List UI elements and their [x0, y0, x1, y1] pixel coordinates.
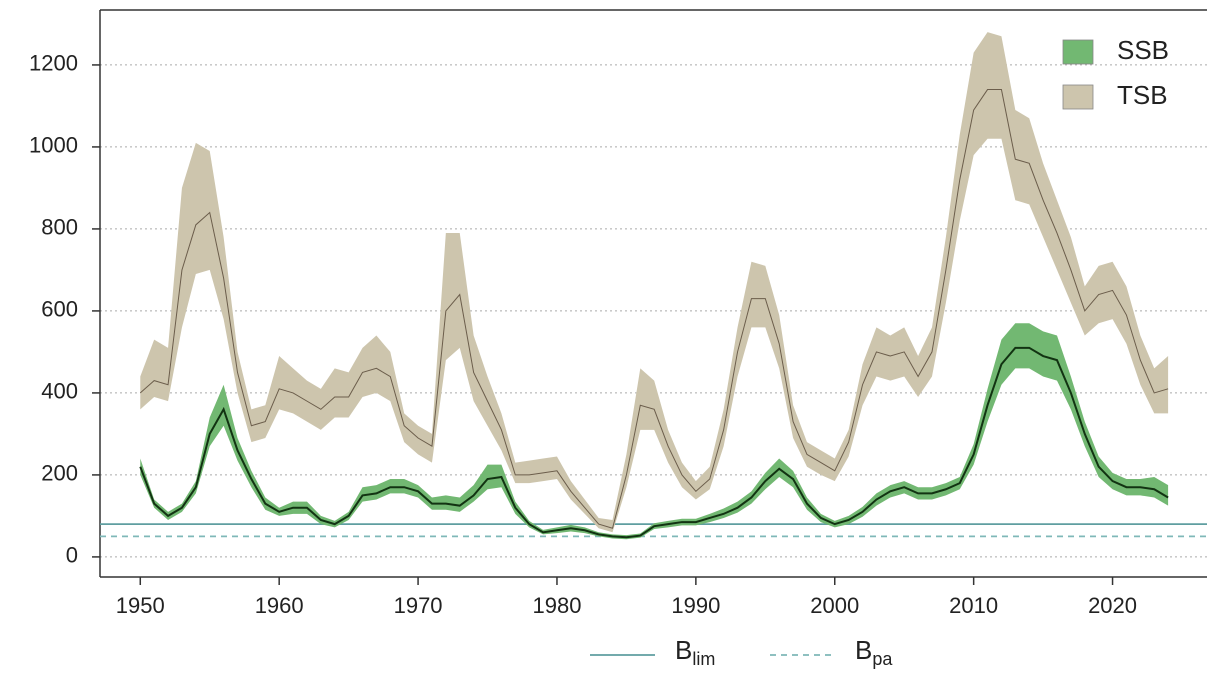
y-tick-label: 200	[41, 461, 78, 486]
x-tick-label: 1990	[671, 593, 720, 618]
legend-name: B	[675, 635, 692, 665]
x-tick-label: 1960	[255, 593, 304, 618]
x-tick-label: 2010	[949, 593, 998, 618]
y-tick-label: 800	[41, 215, 78, 240]
series-line	[139, 346, 1169, 539]
x-tick-label: 2020	[1088, 593, 1137, 618]
uncertainty-band	[140, 323, 1169, 540]
y-tick-label: 1000	[29, 133, 78, 158]
series-line	[139, 89, 1169, 529]
x-tick-label: 1980	[532, 593, 581, 618]
x-tick-label: 1950	[116, 593, 165, 618]
x-tick-label: 1970	[394, 593, 443, 618]
legend-name: B	[855, 635, 872, 665]
x-tick-label: 2000	[810, 593, 859, 618]
legend-swatch	[1062, 39, 1094, 65]
legend-label: TSB	[1117, 80, 1168, 110]
y-tick-label: 400	[41, 379, 78, 404]
legend-subscript: pa	[872, 649, 893, 669]
y-tick-label: 1200	[29, 51, 78, 76]
legend-subscript: lim	[692, 649, 715, 669]
legend-label: Bpa	[855, 635, 893, 669]
y-tick-label: 600	[41, 297, 78, 322]
y-tick-label: 0	[66, 543, 78, 568]
legend-label: Blim	[675, 635, 715, 669]
uncertainty-band	[140, 32, 1169, 533]
legend-swatch	[1062, 84, 1094, 110]
legend-label: SSB	[1117, 35, 1169, 65]
